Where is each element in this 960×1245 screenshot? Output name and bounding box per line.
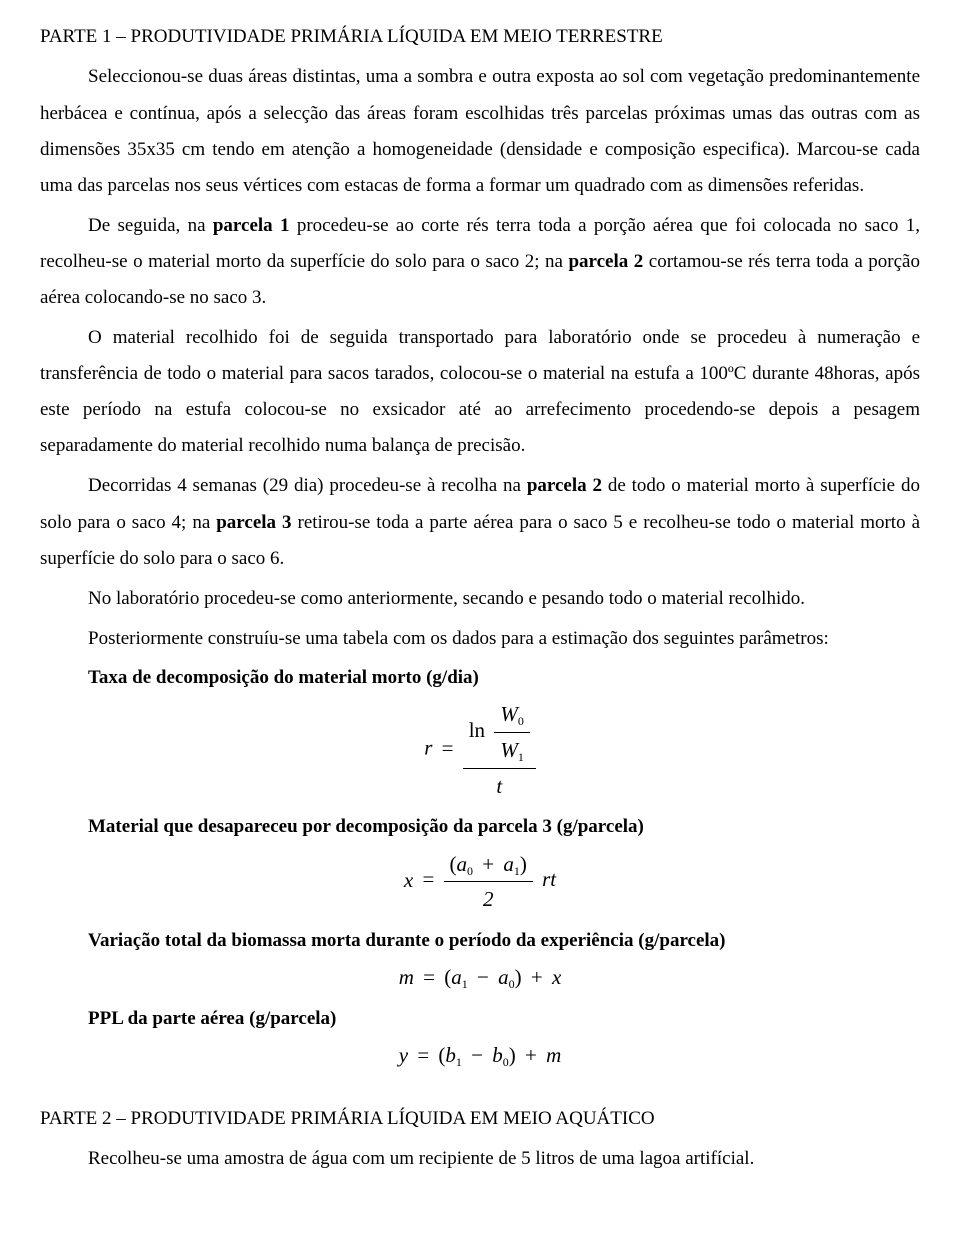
r-lhs: r [424,736,432,760]
x-lhs: x [404,867,413,891]
y-b1-sub: 1 [456,1055,462,1069]
x-eq: = [418,867,438,891]
part1-p5: No laboratório procedeu-se como anterior… [40,581,920,617]
r-ln: ln [469,718,485,742]
p2-a: De seguida, na [88,215,213,236]
x-plus: + [478,852,498,876]
x-a1: a [503,852,514,876]
r-w1: W [500,738,518,762]
part2-p1: Recolheu-se uma amostra de água com um r… [40,1141,920,1177]
y-plus: + [521,1043,541,1067]
x-a0-sub: 0 [467,864,473,878]
part1-title: PARTE 1 – PRODUTIVIDADE PRIMÁRIA LÍQUIDA… [40,22,920,51]
r-w0-sub: 0 [518,714,524,728]
part1-p1: Seleccionou-se duas áreas distintas, uma… [40,59,920,203]
m-a1: a [451,965,462,989]
part1-p3: O material recolhido foi de seguida tran… [40,320,920,464]
formula-y: y = (b1 − b0) + m [40,1039,920,1072]
formula4-label: PPL da parte aérea (g/parcela) [88,1004,920,1033]
x-frac: (a0 + a1) 2 [444,848,533,916]
formula2-label: Material que desapareceu por decomposiçã… [88,812,920,841]
r-w1-sub: 1 [518,750,524,764]
m-a0: a [498,965,509,989]
p4-a: Decorridas 4 semanas (29 dia) procedeu-s… [88,475,527,496]
x-a0: a [457,852,468,876]
part1-p6: Posteriormente construíu-se uma tabela c… [40,621,920,657]
part2-title: PARTE 2 – PRODUTIVIDADE PRIMÁRIA LÍQUIDA… [40,1104,920,1133]
y-eq: = [413,1043,433,1067]
m-minus: − [473,965,493,989]
formula3-label: Variação total da biomassa morta durante… [88,926,920,955]
formula-x: x = (a0 + a1) 2 rt [40,848,920,916]
r-den: t [463,769,536,803]
p4-parcela2: parcela 2 [527,475,602,496]
part1-p4: Decorridas 4 semanas (29 dia) procedeu-s… [40,468,920,576]
m-lhs: m [399,965,414,989]
formula1-label: Taxa de decomposição do material morto (… [88,663,920,692]
p2-parcela1: parcela 1 [213,215,290,236]
r-w0: W [500,702,518,726]
m-a1-sub: 1 [462,977,468,991]
y-m: m [546,1043,561,1067]
y-lhs: y [399,1043,408,1067]
p2-parcela2: parcela 2 [568,251,643,272]
r-frac: ln W0 W1 t [463,698,536,802]
x-den: 2 [444,882,533,916]
y-minus: − [467,1043,487,1067]
m-plus: + [527,965,547,989]
y-b1: b [445,1043,456,1067]
formula-m: m = (a1 − a0) + x [40,961,920,994]
r-eq: = [438,736,458,760]
m-eq: = [419,965,439,989]
x-tail: rt [542,867,556,891]
p4-parcela3: parcela 3 [216,512,291,533]
part1-p2: De seguida, na parcela 1 procedeu-se ao … [40,208,920,316]
part2: PARTE 2 – PRODUTIVIDADE PRIMÁRIA LÍQUIDA… [40,1104,920,1178]
formula-r: r = ln W0 W1 t [40,698,920,802]
y-b0: b [492,1043,503,1067]
m-x: x [552,965,561,989]
